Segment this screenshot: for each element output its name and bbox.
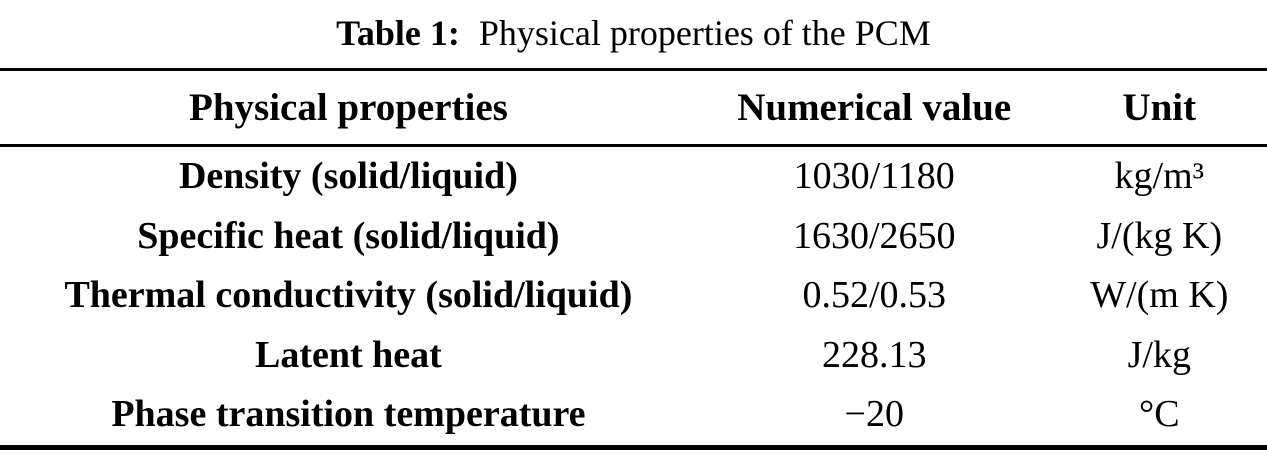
cell-value: 0.52/0.53 bbox=[802, 274, 947, 317]
table-caption-text: Physical properties of the PCM bbox=[478, 13, 931, 53]
cell-unit: J/kg bbox=[1127, 333, 1191, 376]
cell-value: 1030/1180 bbox=[793, 155, 955, 197]
cell-unit: °C bbox=[1139, 393, 1180, 436]
cell-value: 228.13 bbox=[821, 333, 927, 376]
physical-properties-table: Physical properties Numerical value Unit… bbox=[0, 68, 1267, 450]
table-row: Density (solid/liquid) 1030/1180 kg/m³ bbox=[0, 146, 1267, 207]
table-caption: Table 1: Physical properties of the PCM bbox=[0, 0, 1267, 68]
table-row: Thermal conductivity (solid/liquid) 0.52/… bbox=[0, 266, 1267, 326]
cell-unit: J/(kg K) bbox=[1096, 214, 1223, 257]
cell-property: Thermal conductivity (solid/liquid) bbox=[64, 274, 633, 317]
column-header-unit: Unit bbox=[1051, 69, 1267, 147]
cell-value: −20 bbox=[844, 393, 904, 436]
cell-value: 1630/2650 bbox=[792, 214, 956, 257]
table-header: Physical properties Numerical value Unit bbox=[0, 69, 1267, 147]
table-row: Phase transition temperature −20 °C bbox=[0, 385, 1267, 447]
cell-property: Density (solid/liquid) bbox=[178, 155, 518, 197]
cell-property: Latent heat bbox=[255, 333, 442, 376]
table-row: Latent heat 228.13 J/kg bbox=[0, 326, 1267, 386]
table-caption-label: Table 1: bbox=[336, 13, 460, 53]
table-body: Density (solid/liquid) 1030/1180 kg/m³ Spec… bbox=[0, 146, 1267, 448]
table-row: Specific heat (solid/liquid) 1630/2650 J/(… bbox=[0, 207, 1267, 267]
column-header-physical-properties: Physical properties bbox=[0, 69, 697, 147]
column-header-numerical-value: Numerical value bbox=[696, 69, 1052, 147]
cell-unit: W/(m K) bbox=[1090, 274, 1229, 317]
cell-unit: kg/m³ bbox=[1114, 155, 1205, 197]
table-header-row: Physical properties Numerical value Unit bbox=[0, 69, 1267, 147]
cell-property: Specific heat (solid/liquid) bbox=[137, 214, 560, 257]
cell-property: Phase transition temperature bbox=[111, 393, 586, 436]
